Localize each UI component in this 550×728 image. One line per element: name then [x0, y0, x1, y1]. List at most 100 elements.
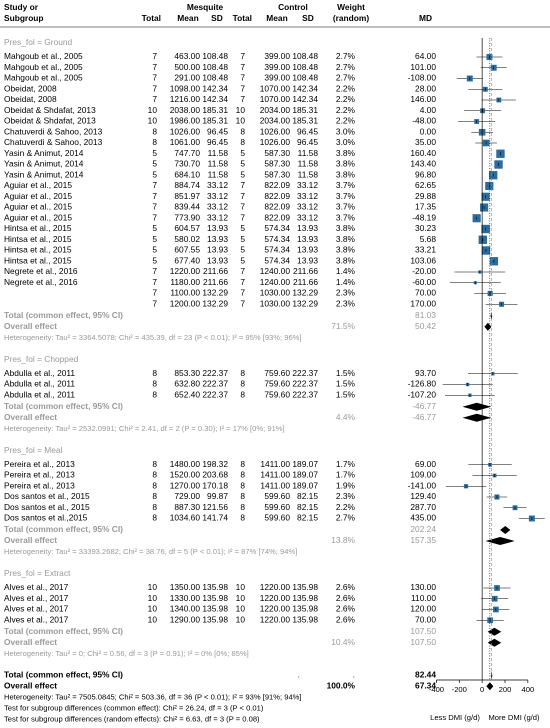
group-label: Pres_fol = Chopped — [4, 354, 79, 364]
heterogeneity: Heterogeneity: Tau² = 0; Chi² = 0.56, df… — [4, 649, 249, 658]
cell: 62.65 — [415, 180, 436, 190]
cell: 33.12 — [207, 202, 228, 212]
cell: 822.09 — [264, 191, 290, 201]
cell: 71.5% — [331, 321, 355, 331]
cell: 1100.00 — [170, 288, 200, 298]
cell: 10 — [148, 593, 158, 603]
heterogeneity: Heterogeneity: Tau² = 33393.2682; Chi² =… — [4, 547, 297, 556]
cell: 2.6% — [336, 593, 356, 603]
cell: 8 — [152, 470, 157, 480]
study-name: Aguiar et al., 2015 — [4, 212, 72, 222]
cell: 10 — [236, 593, 246, 603]
cell: 884.74 — [174, 180, 200, 190]
cell: 107.50 — [410, 637, 436, 647]
study-name: Pereira et al., 2013 — [4, 459, 75, 469]
cell: 1.7% — [336, 470, 356, 480]
study-name: Hintsa et al., 2015 — [4, 245, 72, 255]
cell: 96.45 — [297, 126, 318, 136]
cell: 11.58 — [298, 148, 319, 158]
x-tick-label: 200 — [499, 685, 512, 694]
cell: 1030.00 — [260, 298, 291, 308]
study-name: Yasin & Animut, 2014 — [4, 159, 84, 169]
cell: 7 — [152, 298, 157, 308]
cell: 10 — [236, 116, 246, 126]
cell: 3.8% — [336, 245, 356, 255]
header: Mean — [177, 13, 198, 23]
cell: 3.8% — [336, 148, 356, 158]
cell: -108.00 — [408, 73, 437, 83]
cell: 3.0% — [336, 126, 356, 136]
cell: 185.31 — [202, 105, 228, 115]
header: (random) — [333, 13, 370, 23]
cell: . — [298, 669, 300, 679]
study-name: Aguiar et al., 2015 — [4, 180, 72, 190]
cell: 2.2% — [336, 83, 356, 93]
x-tick-label: 400 — [522, 685, 535, 694]
cell: 33.12 — [207, 212, 228, 222]
cell: 108.48 — [202, 62, 228, 72]
cell: 222.37 — [292, 379, 318, 389]
cell: 5 — [240, 148, 245, 158]
cell: 574.34 — [264, 234, 290, 244]
cell: 1986.00 — [170, 116, 201, 126]
cell: 1070.00 — [260, 94, 291, 104]
cell: 99.87 — [207, 491, 228, 501]
cell: 1026.00 — [260, 126, 291, 136]
cell: 67.34 — [415, 680, 436, 690]
cell: 7 — [240, 298, 245, 308]
cell: 121.56 — [202, 502, 228, 512]
cell: 33.12 — [207, 180, 228, 190]
cell: 13.93 — [297, 255, 318, 265]
cell: 7 — [152, 51, 157, 61]
cell: 8 — [240, 379, 245, 389]
cell: 185.31 — [292, 116, 318, 126]
cell: 2.2% — [336, 105, 356, 115]
cell: 7 — [240, 202, 245, 212]
header: SD — [211, 13, 223, 23]
cell: 3.8% — [336, 159, 356, 169]
cell: 100.0% — [327, 680, 356, 690]
cell: -46.77 — [412, 401, 436, 411]
cell: 1061.00 — [170, 137, 201, 147]
cell: 82.15 — [297, 502, 318, 512]
diamond — [462, 402, 492, 411]
study-name: Abdulla et al., 2011 — [4, 379, 75, 389]
cell: 1411.00 — [260, 480, 290, 490]
cell: 7 — [152, 202, 157, 212]
cell: 729.00 — [174, 491, 200, 501]
cell: 684.10 — [174, 169, 200, 179]
cell: 1.9% — [336, 480, 356, 490]
study-name: Aguiar et al., 2015 — [4, 191, 72, 201]
cell: 1340.00 — [170, 604, 201, 614]
cell: 135.98 — [292, 614, 318, 624]
study-name: Obeidat, 2008 — [4, 94, 57, 104]
cell: 0.00 — [420, 126, 437, 136]
cell: 17.35 — [415, 202, 436, 212]
study-name: Obeidat & Shdafat, 2013 — [4, 105, 96, 115]
cell: 580.02 — [174, 234, 200, 244]
study-name: Aguiar et al., 2015 — [4, 202, 72, 212]
cell: 64.00 — [415, 51, 436, 61]
cell: 839.44 — [174, 202, 200, 212]
cell: 70.00 — [415, 614, 436, 624]
cell: 3.7% — [336, 180, 356, 190]
cell: 7 — [240, 191, 245, 201]
cell: 8 — [240, 368, 245, 378]
cell: 132.29 — [292, 288, 318, 298]
cell: 574.34 — [264, 223, 290, 233]
cell: 8 — [240, 459, 245, 469]
cell: 13.93 — [207, 255, 228, 265]
cell: 2034.00 — [260, 116, 291, 126]
cell: -48.00 — [412, 116, 436, 126]
cell: 120.00 — [410, 604, 436, 614]
study-name: Negrete et al., 2016 — [4, 277, 78, 287]
cell: 170.18 — [202, 480, 228, 490]
cell: 189.07 — [292, 480, 318, 490]
cell: 2.3% — [336, 288, 356, 298]
cell: 1.4% — [336, 277, 356, 287]
cell: 8 — [240, 137, 245, 147]
cell: 5 — [152, 234, 157, 244]
cell: 142.34 — [202, 83, 228, 93]
cell: 135.98 — [202, 593, 228, 603]
cell: 1220.00 — [260, 582, 291, 592]
